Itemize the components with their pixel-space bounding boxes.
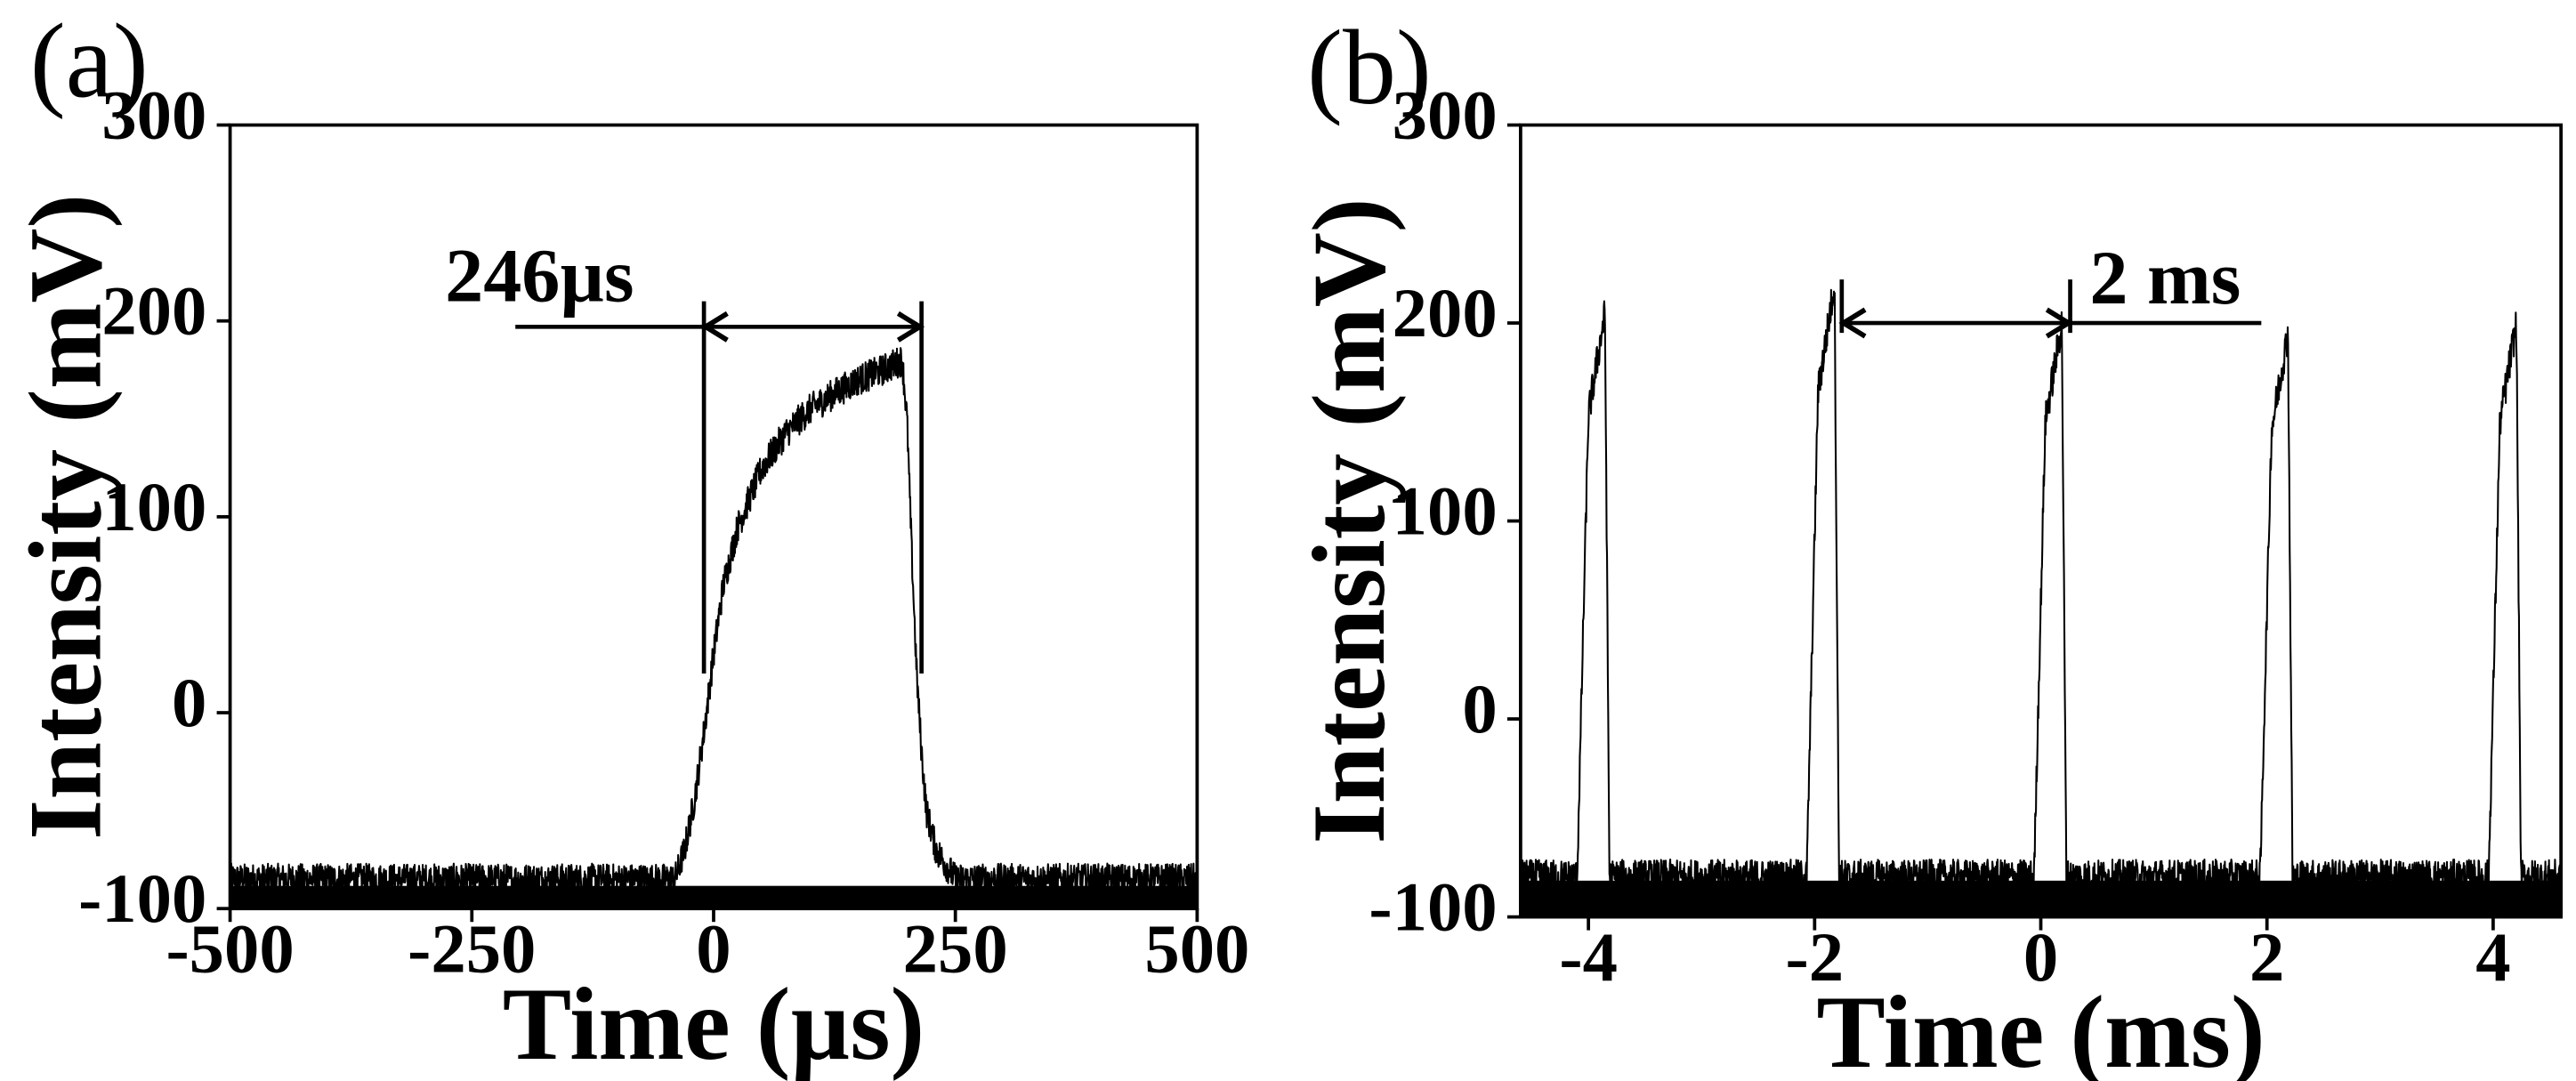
x-tick-label: 0 — [2023, 919, 2058, 996]
y-tick-label: 300 — [1393, 77, 1498, 155]
x-tick-label: 0 — [696, 910, 731, 988]
y-axis-title: Intensity (mV) — [1292, 198, 1407, 844]
y-tick-label: 0 — [172, 665, 206, 742]
panel-label: (b) — [1307, 8, 1432, 126]
x-axis-title: Time (ms) — [1816, 975, 2265, 1081]
y-tick-label: -100 — [78, 860, 206, 938]
series-line — [229, 347, 1198, 896]
x-tick-label: -500 — [166, 910, 294, 988]
y-tick-label: 100 — [101, 469, 206, 546]
panel-label: (a) — [30, 2, 149, 120]
x-tick-label: -4 — [1559, 919, 1618, 996]
series-line — [1519, 288, 2563, 897]
y-tick-label: 300 — [101, 77, 206, 155]
chart-a-group: (a) -500 -250 0 250 500 -100 0 100 200 300 Time (µs… — [8, 2, 1249, 1081]
x-tick-label: 4 — [2475, 919, 2510, 996]
panel-a: (a) -500 -250 0 250 500 -100 0 100 200 300 Time (µs… — [8, 2, 1249, 1081]
y-axis-title: Intensity (mV) — [8, 194, 123, 840]
annotation-label: 2 ms — [2089, 235, 2241, 320]
x-tick-label: 250 — [903, 910, 1008, 988]
plot-frame — [228, 123, 1199, 911]
chart-b-group: (b) -4 -2 0 2 4 -100 0 100 200 300 Time (ms) Intensi… — [1292, 8, 2564, 1081]
y-tick-label: 100 — [1393, 473, 1498, 551]
y-tick-label: 0 — [1462, 671, 1497, 748]
x-tick-label: -250 — [408, 910, 536, 988]
y-tick-label: 200 — [1393, 275, 1498, 352]
annotation-label: 246µs — [445, 233, 634, 319]
x-tick-label: -2 — [1786, 919, 1845, 996]
panel-b: (b) -4 -2 0 2 4 -100 0 100 200 300 Time (ms) Intensi… — [1292, 8, 2564, 1081]
y-tick-label: 200 — [101, 273, 206, 351]
plot-frame — [1519, 123, 2564, 919]
x-tick-label: 500 — [1144, 910, 1249, 988]
y-tick-label: -100 — [1369, 869, 1497, 947]
x-axis-title: Time (µs) — [503, 967, 925, 1081]
x-tick-label: 2 — [2249, 919, 2284, 996]
